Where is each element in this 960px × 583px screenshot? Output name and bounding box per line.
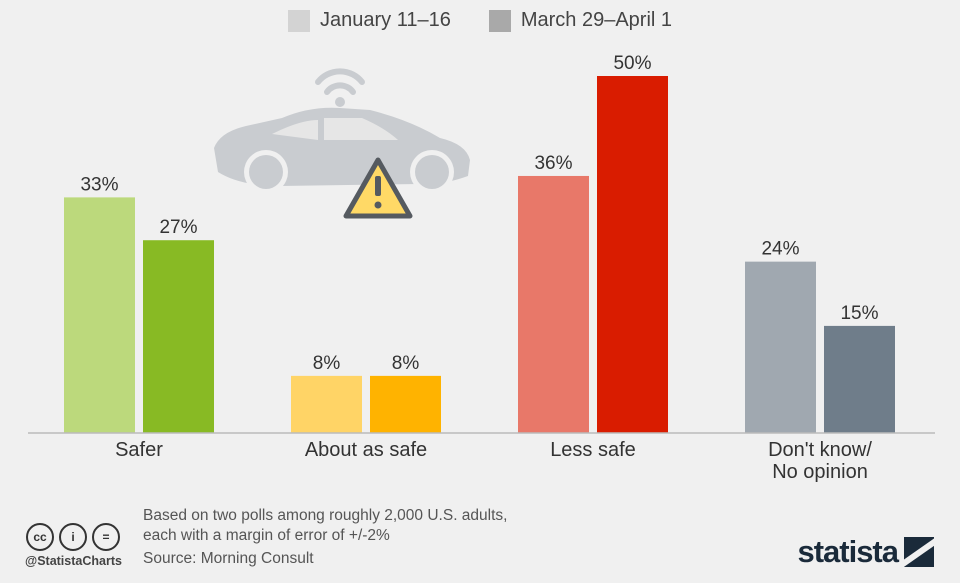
social-handle: @StatistaCharts — [25, 554, 122, 568]
legend-label-january: January 11–16 — [319, 9, 451, 31]
legend-item-march: March 29–April 1 — [488, 9, 673, 32]
legend-label-march: March 29–April 1 — [520, 9, 673, 31]
brand-mark-icon — [904, 537, 934, 567]
value-label-1-1: 8% — [392, 353, 420, 374]
legend-item-january: January 11–16 — [287, 9, 451, 32]
category-label-3-0: Don't know/ — [768, 439, 872, 461]
category-label-0-0: Safer — [115, 439, 163, 461]
footnote: Based on two polls among roughly 2,000 U… — [143, 506, 507, 546]
legend-swatch-march — [488, 9, 511, 32]
bar-2-0 — [518, 175, 589, 433]
category-label-2-0: Less safe — [550, 439, 636, 461]
source-note: Source: Morning Consult — [143, 550, 314, 567]
bar-3-1 — [824, 325, 895, 433]
value-label-0-0: 33% — [80, 174, 118, 195]
bar-1-0 — [291, 375, 362, 433]
bar-0-1 — [143, 240, 214, 433]
bar-0-0 — [64, 197, 135, 433]
value-label-3-0: 24% — [761, 239, 799, 260]
value-label-2-0: 36% — [534, 153, 572, 174]
bar-1-1 — [370, 375, 441, 433]
footnote-line-1: Based on two polls among roughly 2,000 U… — [143, 507, 508, 524]
no-derivatives-icon: = — [92, 523, 120, 551]
category-label-1-0: About as safe — [305, 439, 427, 461]
creative-commons-icon: cc — [26, 523, 54, 551]
brand-name: statista — [797, 534, 899, 569]
value-label-3-1: 15% — [840, 303, 878, 324]
bars-group — [64, 76, 895, 433]
legend: January 11–16 March 29–April 1 — [0, 9, 960, 32]
bar-3-0 — [745, 261, 816, 433]
car-warning-icon — [214, 68, 470, 219]
legend-swatch-january — [287, 9, 310, 32]
attribution-icon: i — [59, 523, 87, 551]
labels-group: 33% 27% Safer 8% 8% About as safe 36% 50% Less s… — [80, 53, 878, 483]
bar-2-1 — [597, 76, 668, 433]
category-label-3-1: No opinion — [772, 461, 868, 483]
footnote-line-2: each with a margin of error of +/-2% — [143, 527, 390, 544]
value-label-1-0: 8% — [313, 353, 341, 374]
license-icons: cc i = — [26, 523, 120, 551]
brand-logo: statista — [797, 534, 934, 570]
value-label-2-1: 50% — [613, 53, 651, 74]
value-label-0-1: 27% — [159, 217, 197, 238]
